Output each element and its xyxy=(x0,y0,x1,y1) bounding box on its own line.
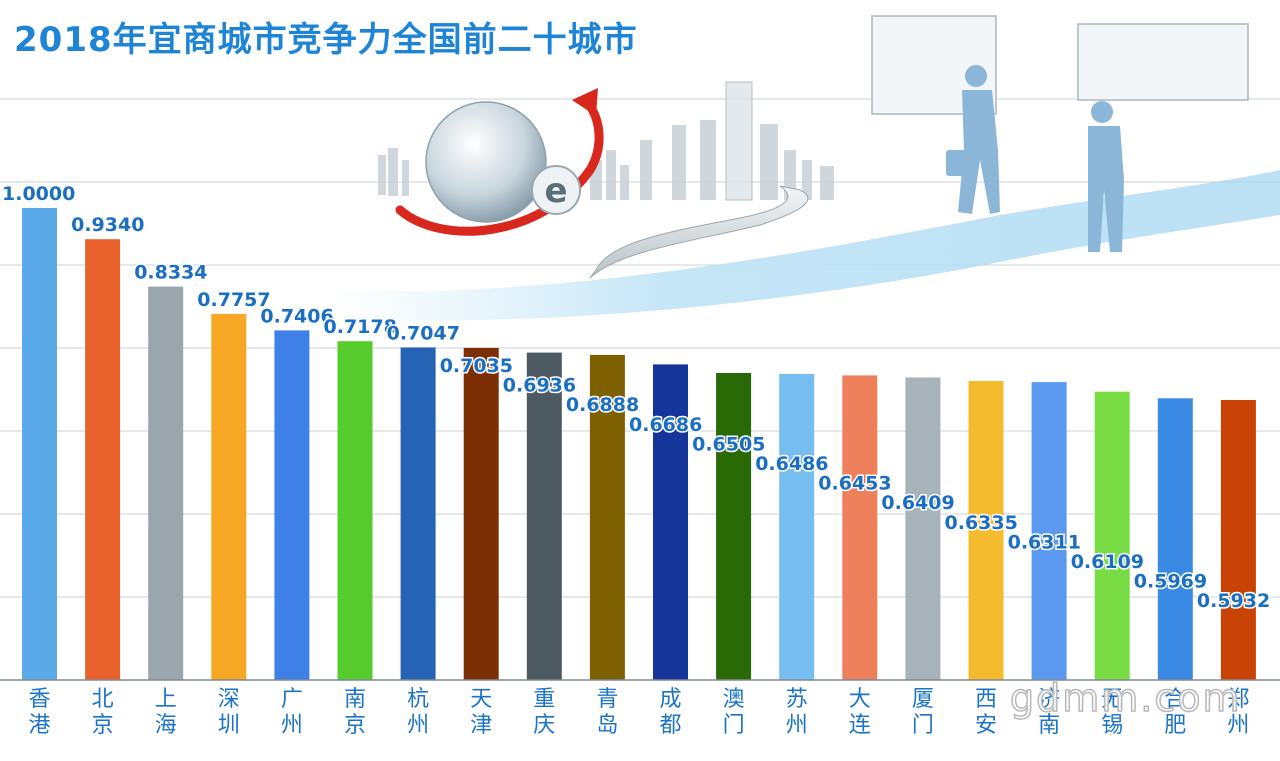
bar-0 xyxy=(22,208,57,680)
bar-1 xyxy=(85,239,121,680)
value-label-4: 0.7406 xyxy=(260,305,333,327)
chart-title: 2018年宜商城市竞争力全国前二十城市 xyxy=(14,20,638,60)
decorative-illustration: e xyxy=(330,15,1280,321)
bar-12 xyxy=(779,373,815,680)
category-label-5: 南京 xyxy=(344,687,366,738)
bar-13 xyxy=(842,375,878,680)
category-label-7: 天津 xyxy=(470,687,492,738)
value-label-2: 0.8334 xyxy=(134,262,207,284)
value-label-0: 1.0000 xyxy=(2,183,75,205)
curved-road xyxy=(589,185,809,279)
category-label-1: 北京 xyxy=(92,687,114,738)
bar-17 xyxy=(1094,391,1130,680)
value-label-5: 0.7178 xyxy=(324,316,397,338)
value-label-18: 0.5969 xyxy=(1134,571,1207,593)
bar-10 xyxy=(653,364,688,680)
value-label-17: 0.6109 xyxy=(1071,551,1144,573)
value-label-14: 0.6409 xyxy=(881,492,954,514)
value-label-12: 0.6486 xyxy=(755,453,828,475)
bar-15 xyxy=(968,381,1004,680)
bar-9 xyxy=(589,354,625,680)
value-label-7: 0.7035 xyxy=(440,355,513,377)
category-label-16: 济南 xyxy=(1038,687,1060,738)
bar-2 xyxy=(148,286,184,680)
value-labels: 1.00000.93400.83340.77570.74060.71780.70… xyxy=(1,182,1272,614)
e-logo-letter: e xyxy=(544,171,567,211)
value-label-19: 0.5932 xyxy=(1197,590,1270,612)
category-label-3: 深圳 xyxy=(218,687,240,738)
category-label-12: 苏州 xyxy=(786,687,808,738)
category-label-18: 合肥 xyxy=(1164,687,1186,738)
value-label-11: 0.6505 xyxy=(692,433,765,455)
bar-14 xyxy=(905,377,941,680)
category-label-4: 广州 xyxy=(281,687,303,738)
value-label-16: 0.6311 xyxy=(1008,531,1081,553)
category-label-15: 西安 xyxy=(975,687,997,738)
value-label-3: 0.7757 xyxy=(197,289,270,311)
bar-16 xyxy=(1031,382,1067,680)
value-label-9: 0.6888 xyxy=(566,394,639,416)
bar-11 xyxy=(716,373,752,680)
businessman-silhouettes xyxy=(946,65,1124,252)
bar-19 xyxy=(1220,400,1256,680)
arrow-head xyxy=(572,88,598,116)
bar-5 xyxy=(337,341,373,680)
category-label-13: 大连 xyxy=(849,687,871,738)
value-label-8: 0.6936 xyxy=(503,375,576,397)
light-swoosh xyxy=(330,170,1280,321)
e-logo-icon xyxy=(531,165,581,215)
bar-3 xyxy=(211,313,247,680)
value-label-10: 0.6686 xyxy=(629,414,702,436)
category-label-11: 澳门 xyxy=(723,687,745,738)
category-label-14: 厦门 xyxy=(912,687,934,738)
category-label-9: 青岛 xyxy=(596,687,618,738)
category-label-6: 杭州 xyxy=(407,687,429,738)
bar-6 xyxy=(400,347,436,680)
bar-18 xyxy=(1157,398,1193,680)
watermark: gdmm.com xyxy=(1009,675,1242,721)
value-label-13: 0.6453 xyxy=(818,473,891,495)
category-label-2: 上海 xyxy=(155,687,177,738)
category-label-19: 郑州 xyxy=(1227,687,1249,738)
value-label-1: 0.9340 xyxy=(71,214,144,236)
category-label-8: 重庆 xyxy=(533,687,555,738)
category-label-17: 无锡 xyxy=(1101,687,1123,738)
value-label-6: 0.7047 xyxy=(387,322,460,344)
category-label-0: 香港 xyxy=(28,687,50,738)
bars xyxy=(22,208,1256,680)
value-label-15: 0.6335 xyxy=(945,512,1018,534)
bar-4 xyxy=(274,330,310,680)
bar-7 xyxy=(463,347,499,680)
category-label-10: 成都 xyxy=(659,687,681,738)
bar-8 xyxy=(526,352,562,680)
globe-icon xyxy=(425,101,547,223)
